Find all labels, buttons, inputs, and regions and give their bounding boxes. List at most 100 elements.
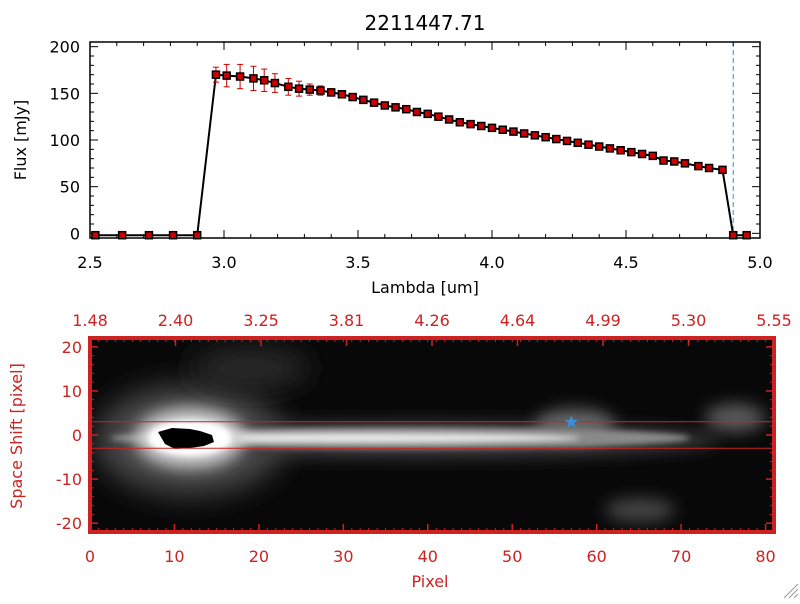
data-point bbox=[337, 90, 347, 99]
heatmap-x-tick-label: 20 bbox=[249, 547, 269, 566]
heatmap-trace-core bbox=[140, 433, 580, 443]
data-point bbox=[742, 230, 751, 240]
heatmap-y-tick-label: -20 bbox=[56, 514, 82, 533]
heatmap-y-tick-label: -10 bbox=[56, 470, 82, 489]
data-point bbox=[498, 125, 507, 134]
data-point bbox=[412, 107, 422, 117]
data-point bbox=[659, 156, 668, 165]
heatmap-x-axis-label: Pixel bbox=[411, 572, 448, 591]
data-point bbox=[284, 82, 293, 92]
heatmap-top-tick-label: 4.99 bbox=[585, 311, 621, 330]
star-marker-icon: ★ bbox=[563, 412, 579, 433]
y-tick-label: 100 bbox=[49, 131, 80, 150]
heatmap-glow-lower bbox=[605, 498, 675, 522]
data-point bbox=[316, 86, 325, 95]
data-point bbox=[509, 127, 518, 136]
heatmap-x-ticks: 0 10 20 30 40 50 60 70 80 bbox=[85, 524, 776, 566]
heatmap-x-tick-label: 0 bbox=[85, 547, 95, 566]
spectrum-x-axis-label: Lambda [um] bbox=[371, 278, 479, 297]
data-point bbox=[91, 230, 100, 240]
data-point bbox=[680, 159, 690, 168]
data-point bbox=[477, 121, 486, 131]
data-point bbox=[444, 115, 454, 124]
y-tick-label: 200 bbox=[49, 38, 80, 57]
resize-grip-icon[interactable] bbox=[783, 583, 799, 599]
data-point bbox=[168, 230, 178, 240]
spectrum-y-axis-label: Flux [mJy] bbox=[11, 100, 30, 181]
data-point bbox=[541, 132, 550, 142]
data-point bbox=[616, 146, 625, 155]
data-point bbox=[552, 134, 561, 144]
x-tick-label: 4.0 bbox=[479, 253, 504, 272]
data-point bbox=[294, 84, 304, 93]
y-tick-label: 150 bbox=[49, 84, 80, 103]
y-tick-label: 0 bbox=[70, 224, 80, 243]
data-point bbox=[305, 85, 315, 94]
data-point bbox=[259, 76, 269, 85]
heatmap-x-tick-label: 50 bbox=[502, 547, 522, 566]
data-point bbox=[434, 112, 443, 121]
data-point bbox=[391, 103, 400, 112]
data-point bbox=[627, 147, 636, 157]
data-point bbox=[117, 230, 127, 240]
spatial-heatmap-chart: ★ 0 10 20 30 40 50 60 70 80 -20 -10 0 10 20 1.48 2.40… bbox=[7, 311, 792, 591]
heatmap-top-tick-label: 4.64 bbox=[500, 311, 536, 330]
data-point bbox=[455, 118, 465, 127]
spectrum-plot-frame bbox=[89, 41, 761, 239]
heatmap-y-tick-label: 0 bbox=[72, 426, 82, 445]
heatmap-y-tick-label: 10 bbox=[62, 382, 82, 401]
data-point bbox=[249, 74, 258, 83]
heatmap-x-tick-label: 60 bbox=[586, 547, 606, 566]
heatmap-glow-right bbox=[705, 404, 765, 432]
heatmap-x-tick-label: 10 bbox=[164, 547, 184, 566]
data-point bbox=[594, 142, 604, 151]
data-point bbox=[359, 95, 368, 105]
heatmap-saturated-core bbox=[158, 428, 214, 449]
data-point bbox=[487, 123, 497, 133]
heatmap-top-tick-label: 1.48 bbox=[72, 311, 108, 330]
spectrum-x-ticks: 2.5 3.0 3.5 4.0 4.5 5.0 bbox=[77, 42, 773, 272]
y-tick-label: 50 bbox=[60, 178, 80, 197]
heatmap-x-tick-label: 40 bbox=[418, 547, 438, 566]
spectrum-series bbox=[91, 63, 751, 240]
heatmap-glow-upper bbox=[190, 348, 310, 388]
heatmap-image bbox=[90, 338, 774, 532]
x-tick-label: 5.0 bbox=[747, 253, 772, 272]
heatmap-x-tick-label: 30 bbox=[333, 547, 353, 566]
data-point bbox=[222, 71, 231, 80]
heatmap-top-tick-label: 5.30 bbox=[671, 311, 707, 330]
data-point bbox=[530, 131, 540, 140]
heatmap-y-tick-label: 20 bbox=[62, 338, 82, 357]
data-point bbox=[573, 138, 583, 148]
heatmap-top-tick-label: 5.55 bbox=[756, 311, 792, 330]
data-point bbox=[562, 136, 572, 146]
chart-title: 2211447.71 bbox=[365, 11, 486, 35]
heatmap-top-tick-label: 3.25 bbox=[243, 311, 279, 330]
data-point bbox=[144, 230, 154, 240]
data-point bbox=[466, 119, 475, 129]
data-point bbox=[380, 101, 390, 110]
heatmap-y-ticks: -20 -10 0 10 20 bbox=[56, 338, 774, 533]
data-point bbox=[401, 104, 411, 114]
data-point bbox=[718, 165, 727, 175]
data-point bbox=[704, 163, 714, 173]
x-tick-label: 3.5 bbox=[345, 253, 370, 272]
data-point bbox=[584, 140, 593, 149]
data-point bbox=[369, 98, 379, 107]
heatmap-top-axis-ticks: 1.48 2.40 3.25 3.81 4.26 4.64 4.99 5.30 5.55 bbox=[72, 311, 792, 346]
x-tick-label: 3.0 bbox=[211, 253, 236, 272]
data-point bbox=[728, 230, 738, 240]
data-point bbox=[348, 92, 357, 102]
data-point bbox=[519, 129, 529, 138]
heatmap-x-tick-label: 70 bbox=[671, 547, 691, 566]
data-point bbox=[605, 144, 615, 153]
spectrum-chart: 2211447.71 2.5 3.0 3.5 4.0 4.5 5.0 0501001502… bbox=[11, 11, 773, 297]
data-point bbox=[648, 151, 658, 161]
heatmap-top-tick-label: 3.81 bbox=[329, 311, 365, 330]
data-point bbox=[326, 88, 336, 97]
data-point bbox=[235, 72, 245, 81]
x-tick-label: 2.5 bbox=[77, 253, 102, 272]
data-point bbox=[694, 161, 703, 171]
data-point bbox=[270, 78, 280, 88]
